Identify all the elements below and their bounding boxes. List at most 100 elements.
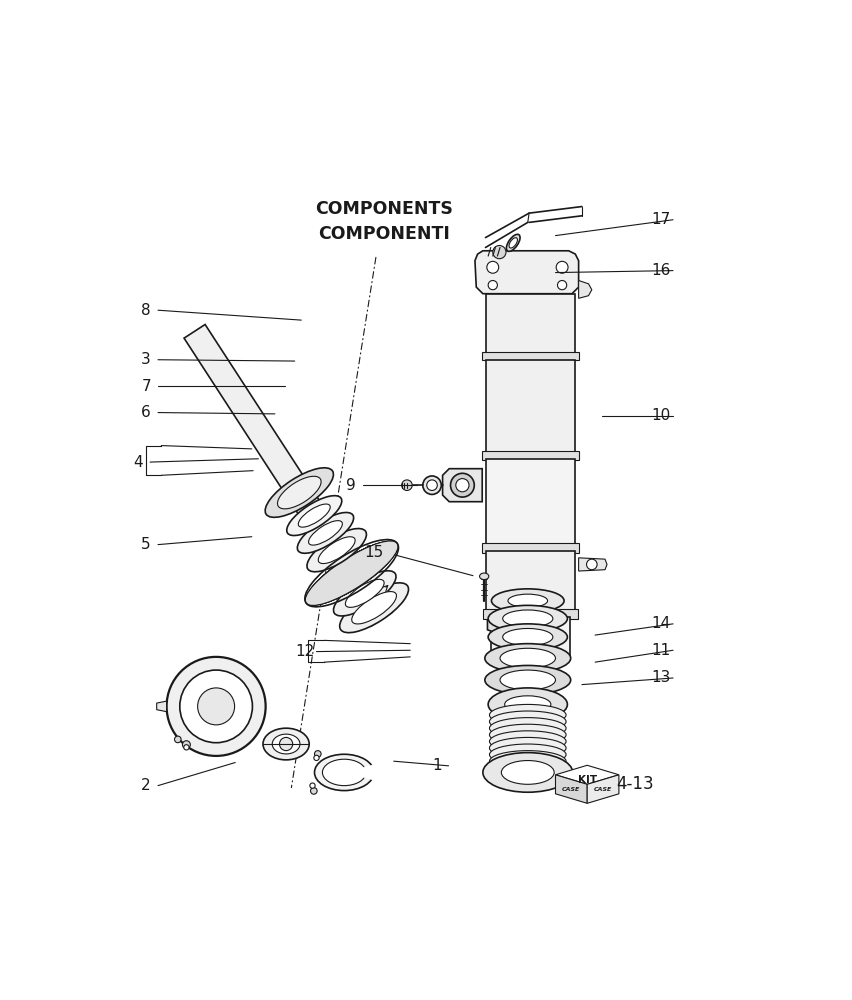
Ellipse shape <box>480 573 489 580</box>
Ellipse shape <box>490 744 566 765</box>
Polygon shape <box>556 775 587 803</box>
Ellipse shape <box>488 688 567 721</box>
Circle shape <box>451 473 475 497</box>
Ellipse shape <box>273 734 300 754</box>
Ellipse shape <box>341 572 379 600</box>
Text: 5: 5 <box>141 537 151 552</box>
Ellipse shape <box>336 565 375 593</box>
Ellipse shape <box>298 504 331 527</box>
Ellipse shape <box>345 579 384 607</box>
Polygon shape <box>442 469 482 502</box>
Ellipse shape <box>287 496 342 536</box>
Bar <box>482 451 579 460</box>
Text: 4: 4 <box>134 455 143 470</box>
Text: 10: 10 <box>652 408 671 423</box>
Circle shape <box>314 751 321 757</box>
Ellipse shape <box>485 644 571 673</box>
Ellipse shape <box>265 468 333 517</box>
Circle shape <box>556 261 568 273</box>
Ellipse shape <box>306 541 397 605</box>
Ellipse shape <box>490 751 566 772</box>
Circle shape <box>492 246 506 259</box>
Ellipse shape <box>509 238 517 248</box>
Ellipse shape <box>503 628 553 646</box>
Bar <box>486 551 575 611</box>
Circle shape <box>182 741 190 749</box>
Text: 7: 7 <box>141 379 151 394</box>
Text: 16: 16 <box>652 263 671 278</box>
Text: 4-13: 4-13 <box>616 775 653 793</box>
Circle shape <box>586 559 597 570</box>
Text: 6: 6 <box>141 405 151 420</box>
Bar <box>491 617 570 657</box>
Ellipse shape <box>306 541 398 605</box>
Ellipse shape <box>490 718 566 739</box>
Polygon shape <box>579 280 592 298</box>
Polygon shape <box>579 558 607 571</box>
Circle shape <box>314 755 320 761</box>
Polygon shape <box>157 701 167 712</box>
Circle shape <box>486 261 498 273</box>
Ellipse shape <box>352 592 396 624</box>
Circle shape <box>180 670 252 743</box>
Bar <box>486 360 575 452</box>
Ellipse shape <box>307 542 397 605</box>
Ellipse shape <box>297 512 354 553</box>
Ellipse shape <box>319 537 355 564</box>
Bar <box>482 352 579 360</box>
Circle shape <box>401 480 412 490</box>
Ellipse shape <box>308 521 343 545</box>
Text: 12: 12 <box>295 644 314 659</box>
Ellipse shape <box>490 711 566 732</box>
Ellipse shape <box>343 576 382 604</box>
Text: 15: 15 <box>365 545 383 560</box>
Ellipse shape <box>490 704 566 726</box>
Ellipse shape <box>348 583 387 611</box>
Polygon shape <box>556 765 619 784</box>
Ellipse shape <box>322 759 366 786</box>
Ellipse shape <box>314 754 374 791</box>
Polygon shape <box>475 251 579 294</box>
Ellipse shape <box>500 648 556 668</box>
Ellipse shape <box>490 731 566 752</box>
Text: 1: 1 <box>432 758 441 773</box>
Wedge shape <box>344 764 377 781</box>
Circle shape <box>184 745 189 750</box>
Ellipse shape <box>263 728 309 760</box>
Circle shape <box>279 737 293 751</box>
Ellipse shape <box>500 670 556 690</box>
Ellipse shape <box>490 737 566 759</box>
Text: 13: 13 <box>652 670 671 685</box>
Text: 17: 17 <box>652 212 671 227</box>
Ellipse shape <box>485 665 571 695</box>
Polygon shape <box>184 324 392 626</box>
Circle shape <box>427 480 437 490</box>
Ellipse shape <box>338 569 377 597</box>
Circle shape <box>456 479 469 492</box>
Ellipse shape <box>307 529 366 572</box>
Ellipse shape <box>501 761 554 784</box>
Ellipse shape <box>305 541 398 605</box>
Polygon shape <box>587 775 619 803</box>
Circle shape <box>198 688 234 725</box>
Bar <box>486 459 575 545</box>
Ellipse shape <box>490 724 566 745</box>
Text: 2: 2 <box>141 778 151 793</box>
Text: 9: 9 <box>346 478 355 493</box>
Bar <box>486 294 575 353</box>
Text: KIT: KIT <box>578 775 596 785</box>
Text: 14: 14 <box>652 616 671 631</box>
Ellipse shape <box>308 542 396 604</box>
Text: 8: 8 <box>141 303 151 318</box>
Ellipse shape <box>488 605 567 632</box>
Ellipse shape <box>340 583 408 633</box>
Ellipse shape <box>333 571 396 616</box>
Circle shape <box>423 476 441 494</box>
Circle shape <box>167 657 266 756</box>
Text: CASE: CASE <box>562 787 580 792</box>
Circle shape <box>310 783 315 788</box>
Ellipse shape <box>503 610 553 627</box>
Ellipse shape <box>506 234 520 251</box>
Ellipse shape <box>278 476 321 509</box>
Ellipse shape <box>492 589 564 613</box>
